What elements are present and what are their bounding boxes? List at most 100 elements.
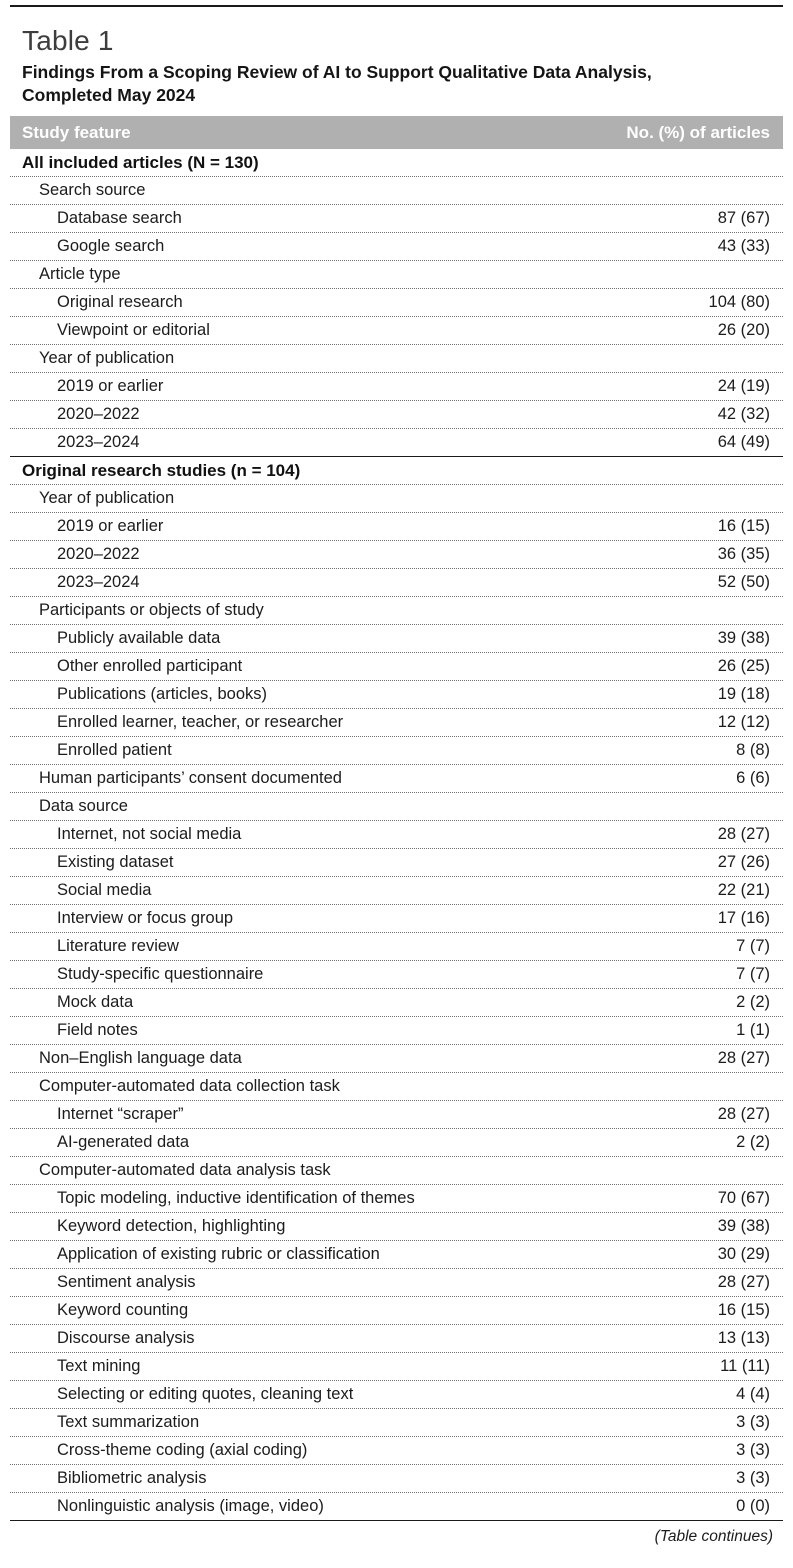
row-value: 4 (4): [736, 1385, 770, 1403]
table-row: Internet “scraper” 28 (27): [10, 1101, 783, 1129]
column-header-feature: Study feature: [22, 122, 131, 142]
table-row: Social media 22 (21): [10, 877, 783, 905]
row-label: Bibliometric analysis: [57, 1469, 207, 1487]
row-value: 70 (67): [717, 1189, 770, 1207]
row-label: Interview or focus group: [57, 909, 234, 927]
row-value: 11 (11): [720, 1357, 770, 1375]
table-row: Database search 87 (67): [10, 205, 783, 233]
row-value: 28 (27): [717, 825, 770, 843]
row-label: Keyword detection, highlighting: [57, 1217, 286, 1235]
table-label: Table 1: [22, 25, 114, 56]
section-header-row: Original research studies (n = 104): [10, 457, 783, 485]
table-row: Bibliometric analysis 3 (3): [10, 1465, 783, 1493]
table-row: Google search 43 (33): [10, 233, 783, 261]
table-title: Findings From a Scoping Review of AI to …: [22, 61, 752, 107]
row-value: 17 (16): [717, 909, 770, 927]
row-value: 87 (67): [717, 209, 770, 227]
row-label: Database search: [57, 209, 182, 227]
table-row: Non–English language data 28 (27): [10, 1045, 783, 1073]
row-value: 0 (0): [736, 1497, 770, 1515]
table-row: 2020–2022 36 (35): [10, 541, 783, 569]
table-row: Keyword detection, highlighting 39 (38): [10, 1213, 783, 1241]
row-value: 22 (21): [717, 881, 770, 899]
row-label: Other enrolled participant: [57, 657, 243, 675]
row-label: 2020–2022: [57, 405, 140, 423]
row-label: 2023–2024: [57, 433, 140, 451]
table-row: Original research 104 (80): [10, 289, 783, 317]
table-row: Enrolled learner, teacher, or researcher…: [10, 709, 783, 737]
table-row: Existing dataset 27 (26): [10, 849, 783, 877]
table-row: Year of publication: [10, 485, 783, 513]
row-value: 39 (38): [717, 629, 770, 647]
table-row: AI-generated data 2 (2): [10, 1129, 783, 1157]
row-label: Article type: [39, 265, 121, 283]
row-label: Selecting or editing quotes, cleaning te…: [57, 1385, 354, 1403]
row-label: Application of existing rubric or classi…: [57, 1245, 380, 1263]
table-row: Literature review 7 (7): [10, 933, 783, 961]
row-label: 2019 or earlier: [57, 377, 164, 395]
table-row: 2019 or earlier 24 (19): [10, 373, 783, 401]
row-label: Social media: [57, 881, 152, 899]
table-row: Internet, not social media 28 (27): [10, 821, 783, 849]
row-label: Study-specific questionnaire: [57, 965, 264, 983]
row-value: 28 (27): [717, 1273, 770, 1291]
table-row: Mock data 2 (2): [10, 989, 783, 1017]
table-row: Study-specific questionnaire 7 (7): [10, 961, 783, 989]
row-value: 42 (32): [717, 405, 770, 423]
row-value: 13 (13): [717, 1329, 770, 1347]
row-value: 19 (18): [717, 685, 770, 703]
table-row: Keyword counting 16 (15): [10, 1297, 783, 1325]
row-label: Original research: [57, 293, 183, 311]
row-value: 1 (1): [736, 1021, 770, 1039]
row-value: 36 (35): [717, 545, 770, 563]
table-row: Year of publication: [10, 345, 783, 373]
row-label: Nonlinguistic analysis (image, video): [57, 1497, 324, 1515]
table-row: Data source: [10, 793, 783, 821]
table-row: Discourse analysis 13 (13): [10, 1325, 783, 1353]
row-label: Existing dataset: [57, 853, 174, 871]
row-value: 27 (26): [717, 853, 770, 871]
table-row: Sentiment analysis 28 (27): [10, 1269, 783, 1297]
row-label: Field notes: [57, 1021, 138, 1039]
row-label: Human participants’ consent documented: [39, 769, 342, 787]
row-label: AI-generated data: [57, 1133, 190, 1151]
row-label: Original research studies (n = 104): [22, 460, 301, 480]
row-label: 2023–2024: [57, 573, 140, 591]
row-value: 7 (7): [736, 937, 770, 955]
row-value: 52 (50): [717, 573, 770, 591]
table-row: Computer-automated data analysis task: [10, 1157, 783, 1185]
table-body: All included articles (N = 130) Search so…: [10, 149, 783, 1521]
row-value: 26 (20): [717, 321, 770, 339]
row-label: Literature review: [57, 937, 179, 955]
row-value: 30 (29): [717, 1245, 770, 1263]
row-value: 8 (8): [736, 741, 770, 759]
row-label: Participants or objects of study: [39, 601, 264, 619]
table-row: Participants or objects of study: [10, 597, 783, 625]
table-row: 2020–2022 42 (32): [10, 401, 783, 429]
table-row: Other enrolled participant 26 (25): [10, 653, 783, 681]
row-value: 64 (49): [717, 433, 770, 451]
row-value: 28 (27): [717, 1049, 770, 1067]
table-title-line2: Completed May 2024: [22, 85, 196, 105]
row-value: 28 (27): [717, 1105, 770, 1123]
table-row: Article type: [10, 261, 783, 289]
table-row: Nonlinguistic analysis (image, video) 0 (…: [10, 1493, 783, 1521]
row-label: Topic modeling, inductive identification…: [57, 1189, 415, 1207]
row-label: Year of publication: [39, 489, 175, 507]
table-row: Publications (articles, books) 19 (18): [10, 681, 783, 709]
row-label: Discourse analysis: [57, 1329, 195, 1347]
table-row: Selecting or editing quotes, cleaning te…: [10, 1381, 783, 1409]
table-row: Text summarization 3 (3): [10, 1409, 783, 1437]
table-row: Human participants’ consent documented 6 …: [10, 765, 783, 793]
row-label: Search source: [39, 181, 146, 199]
row-value: 16 (15): [717, 1301, 770, 1319]
row-label: Non–English language data: [39, 1049, 242, 1067]
row-value: 12 (12): [717, 713, 770, 731]
row-value: 39 (38): [717, 1217, 770, 1235]
top-rule: [10, 5, 783, 7]
row-value: 16 (15): [717, 517, 770, 535]
table-row: 2023–2024 52 (50): [10, 569, 783, 597]
column-header-value: No. (%) of articles: [626, 122, 770, 142]
row-label: Mock data: [57, 993, 134, 1011]
